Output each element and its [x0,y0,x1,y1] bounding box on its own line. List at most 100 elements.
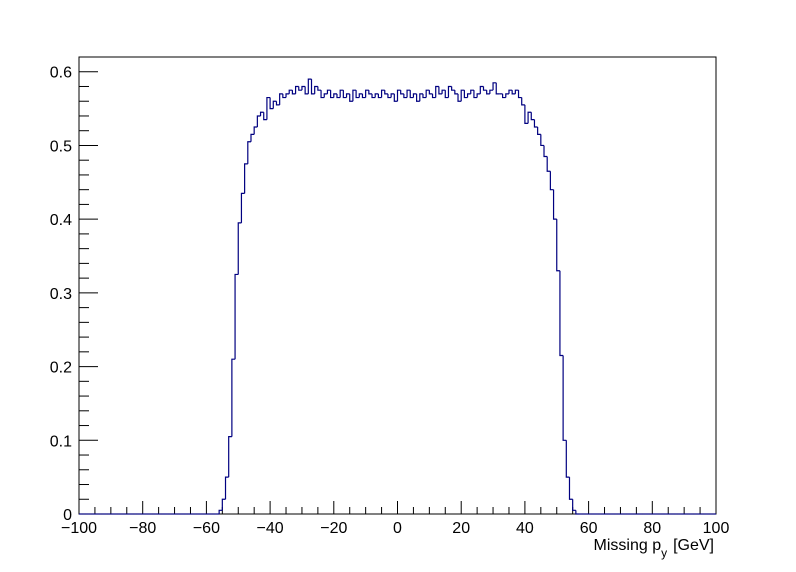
histogram-bin [339,89,344,98]
histogram-bin [489,89,494,94]
histogram-bin [310,79,315,95]
histogram-bin [269,97,274,110]
histogram-bin [282,93,287,99]
histogram-bin [228,436,232,478]
histogram-bin [288,89,293,94]
histogram-bin [495,82,500,95]
histogram-bin [457,93,462,102]
histogram-bin [374,93,379,98]
histogram-bin [259,111,264,116]
x-tick-label: −60 [193,520,220,537]
histogram-bin [502,93,506,99]
histogram-bin [307,78,312,94]
histogram-bin [317,86,322,91]
y-tick-label: 0.3 [50,286,72,303]
histogram-bin [521,97,525,106]
histogram-bin [320,90,325,99]
histogram-bin [240,192,245,223]
x-tick-label: 0 [393,520,402,537]
histogram-bin [365,89,369,98]
histogram-bin [466,93,471,98]
histogram-bin [470,89,474,94]
histogram-bin [556,219,560,272]
histogram-bin [256,115,261,128]
histogram-bin [505,93,509,98]
histogram-bin [419,93,423,102]
histogram-bin [473,90,478,99]
histogram-bin [565,440,570,478]
histogram-bin [336,93,341,99]
histogram-bin [438,86,443,95]
histogram-bin [533,119,538,128]
histogram-bin [247,141,251,164]
histogram-bin [492,82,497,91]
histogram-bin [218,509,223,514]
histogram-bin [540,134,545,147]
histogram-bin [330,90,334,99]
histogram-bin [479,85,484,94]
histogram-bin [559,270,564,357]
histogram-bin [253,126,258,135]
histogram-bin [342,90,347,99]
histogram-bin [460,89,465,102]
histogram-bin [431,93,436,99]
histogram-bin [409,90,414,99]
y-tick-label: 0.5 [50,138,72,155]
histogram-bin [425,89,430,98]
histogram-bin [412,93,417,98]
histogram-bin [530,112,535,121]
histogram-bin [275,101,280,106]
histogram-bin [422,93,427,99]
histogram-bin [568,477,573,500]
histogram-bin [403,93,408,99]
y-tick-label: 0.1 [50,433,72,450]
histogram-bin [435,85,439,98]
histogram-bin [549,171,554,191]
histogram-bin [384,90,388,95]
histogram-bin [575,510,580,515]
histogram-bin [221,498,226,511]
x-tick-label: 100 [703,520,730,537]
histogram-bin [326,89,331,94]
histogram-bin [371,93,376,99]
histogram-bin [358,93,363,98]
histogram-bin [514,89,519,94]
histogram-bin [266,96,271,120]
histogram-bin [314,85,318,94]
histogram-bin [352,89,357,102]
histogram-bin [396,89,401,102]
histogram-bin [486,90,490,95]
x-tick-label: −20 [320,520,347,537]
histogram-bin [524,104,529,124]
histogram-bin [279,93,283,105]
histogram-bin [224,476,229,500]
histogram-bin [444,90,449,99]
histogram-bin [349,93,353,102]
x-tick-label: 20 [452,520,470,537]
histogram-bin [234,273,239,360]
x-tick-label: −40 [257,520,284,537]
histogram-bin [304,86,309,95]
histogram-bin [231,358,236,437]
histogram-bin [476,93,481,98]
histogram-bin [263,112,267,121]
x-axis-label: Missing py [GeV] [594,537,714,560]
histogram-bin [400,90,404,95]
x-tick-label: −80 [129,520,156,537]
histogram-bin [301,85,306,91]
histogram-bin [244,163,248,194]
x-tick-label: 80 [643,520,661,537]
histogram-bin [572,499,576,511]
histogram-bin [552,189,557,220]
histogram-bin [463,90,468,99]
histogram-bin [294,85,299,94]
histogram-bin [333,93,337,98]
histogram-bin [272,100,277,109]
histogram-bin [345,93,350,98]
histogram-bin [451,86,455,91]
histogram-bin [298,86,302,91]
histogram-bin [428,90,433,95]
histogram-bin [250,133,255,142]
histogram-bin [237,222,242,275]
